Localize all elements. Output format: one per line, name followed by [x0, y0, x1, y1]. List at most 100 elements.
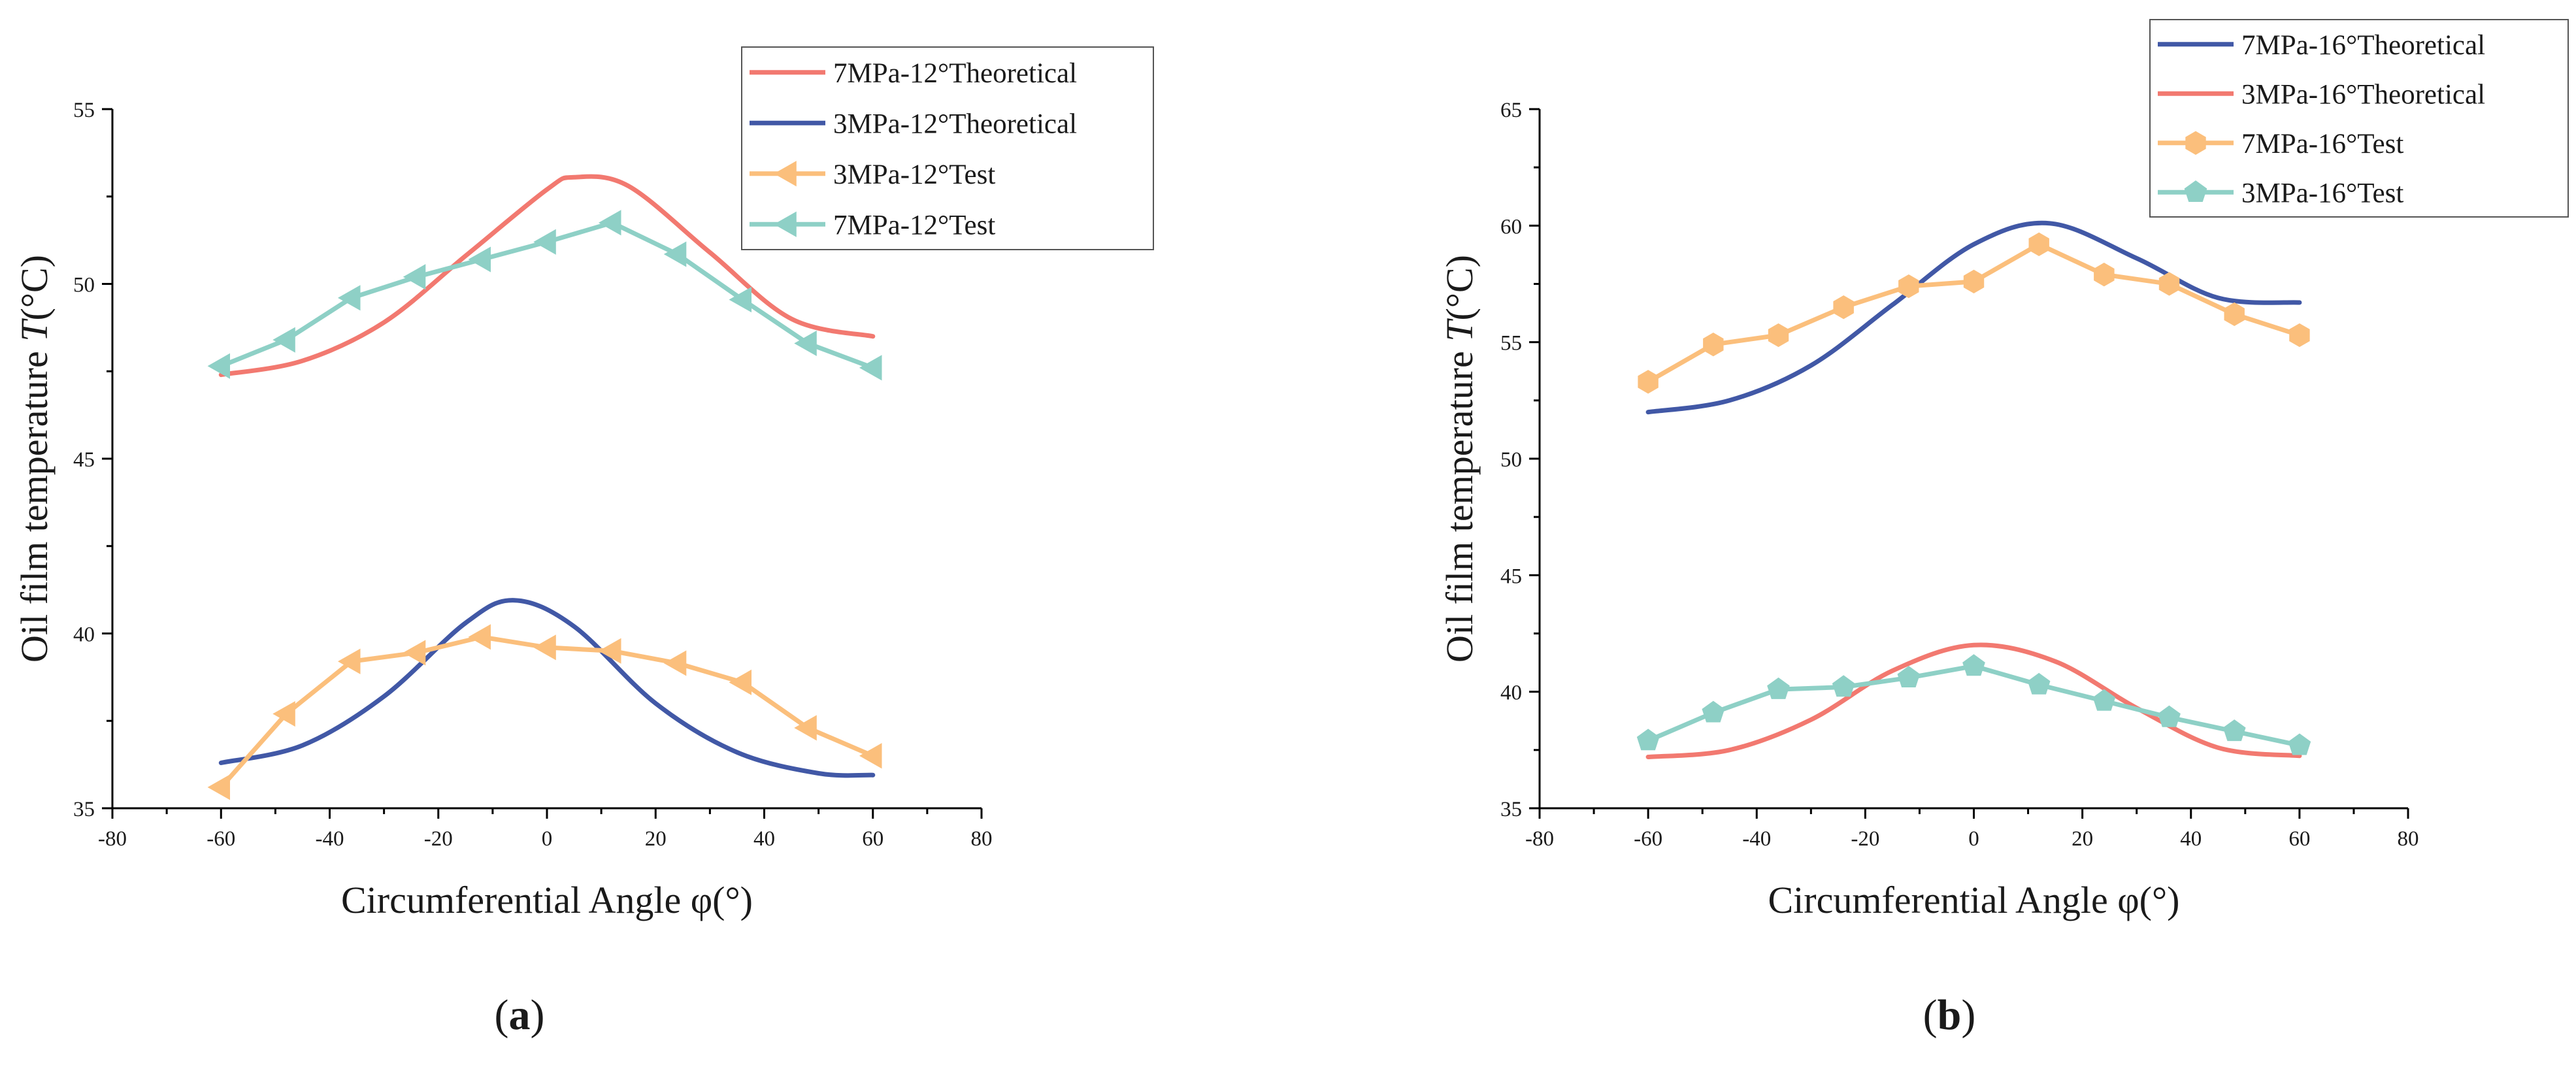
- y-tick-label: 35: [1500, 798, 1522, 821]
- data-point: [1897, 666, 1921, 687]
- data-point: [2288, 733, 2311, 755]
- data-point: [598, 210, 621, 236]
- legend-label: 3MPa-16°Theoretical: [2241, 79, 2485, 110]
- data-point: [1962, 654, 1985, 676]
- data-point: [533, 229, 556, 255]
- y-axis-title-symbol: T: [13, 318, 56, 342]
- data-point: [337, 285, 361, 311]
- panel-label-close: ): [531, 991, 545, 1039]
- series-7MPa-16°Test: [1638, 232, 2310, 394]
- panel-label-letter: b: [1938, 991, 1962, 1039]
- panel-label: (a): [495, 991, 545, 1039]
- data-point: [1636, 729, 1660, 751]
- y-axis-title-unit: (°C): [13, 255, 56, 321]
- chart-panel-a: -80 -60 -40 -20 0 20 40 60 80 35 40 45 50 55 Circumfer…: [13, 46, 1154, 1039]
- series-line: [218, 174, 876, 378]
- data-point: [468, 624, 491, 650]
- data-point: [403, 640, 426, 666]
- panel-label: (b): [1923, 991, 1976, 1039]
- y-axis-title: Oil film temperature T(°C): [1438, 255, 1481, 663]
- data-point: [1638, 370, 1659, 394]
- data-point: [272, 700, 295, 727]
- data-point: [468, 246, 491, 272]
- data-point: [1703, 333, 1724, 357]
- x-tick-label: 80: [971, 827, 993, 851]
- data-point: [1702, 700, 1725, 723]
- data-point: [794, 715, 817, 741]
- data-point: [2158, 272, 2180, 296]
- legend-swatch-marker: [2184, 180, 2207, 202]
- series-3MPa-16°Test: [1636, 654, 2311, 755]
- series-3MPa-16°Theoretical: [1645, 642, 2302, 759]
- x-axis-title: Circumferential Angle φ(°): [1768, 879, 2179, 921]
- legend-label: 7MPa-16°Theoretical: [2241, 30, 2485, 61]
- series-line: [1645, 220, 2302, 415]
- legend-swatch-marker: [774, 211, 797, 237]
- data-point: [1963, 269, 1985, 294]
- x-tick-label: 20: [645, 827, 667, 851]
- data-point: [859, 743, 882, 769]
- legend-swatch-marker: [2185, 131, 2206, 155]
- y-tick-label: 50: [1500, 448, 1522, 472]
- x-tick-label: -80: [1525, 827, 1554, 851]
- panel-label-close: ): [1961, 991, 1975, 1039]
- x-tick-label: -40: [316, 827, 344, 851]
- legend-box: [2149, 19, 2569, 218]
- data-point: [663, 241, 687, 267]
- data-point: [1768, 323, 1789, 348]
- x-tick-label: -60: [206, 827, 235, 851]
- data-point: [272, 327, 295, 353]
- y-axis-title-symbol: T: [1438, 318, 1481, 342]
- x-axis-title: Circumferential Angle φ(°): [341, 879, 753, 921]
- y-axis-title-unit: (°C): [1438, 255, 1481, 321]
- data-point: [2028, 232, 2049, 257]
- y-tick-label: 55: [1500, 332, 1522, 355]
- data-point: [2289, 323, 2310, 348]
- x-tick-label: 20: [2072, 827, 2093, 851]
- y-tick-label: 35: [73, 798, 95, 821]
- y-axis-title: Oil film temperature T(°C): [13, 255, 56, 663]
- data-point: [1898, 274, 1919, 299]
- series-line: [1647, 663, 2300, 748]
- chart-panel-b: -80 -60 -40 -20 0 20 40 60 80 35 40 45 50 55 60 65 Circu…: [1438, 19, 2569, 1039]
- legend: 7MPa-16°Theoretical 3MPa-16°Theoretical 7M…: [2149, 19, 2569, 218]
- y-tick-label: 55: [73, 99, 95, 122]
- data-point: [2158, 705, 2181, 727]
- data-point: [207, 353, 230, 379]
- data-point: [2027, 672, 2051, 695]
- data-point: [533, 634, 556, 661]
- x-tick-label: -60: [1634, 827, 1662, 851]
- data-point: [729, 286, 751, 313]
- data-point: [598, 638, 621, 664]
- x-tick-label: 0: [542, 827, 553, 851]
- legend-label: 7MPa-16°Test: [2241, 129, 2403, 159]
- x-tick-label: 60: [2288, 827, 2310, 851]
- y-tick-label: 65: [1500, 99, 1522, 122]
- legend-swatch-marker: [774, 161, 797, 187]
- data-point: [859, 355, 882, 381]
- data-point: [663, 650, 687, 676]
- legend: 7MPa-12°Theoretical 3MPa-12°Theoretical 3M…: [741, 46, 1154, 250]
- series-line: [1645, 642, 2302, 759]
- y-tick-label: 40: [1500, 681, 1522, 705]
- y-tick-label: 40: [73, 623, 95, 647]
- series-7MPa-16°Theoretical: [1645, 220, 2302, 415]
- legend-box: [741, 46, 1154, 250]
- data-point: [794, 330, 817, 357]
- x-tick-label: -20: [1851, 827, 1879, 851]
- series-3MPa-12°Theoretical: [218, 598, 876, 778]
- legend-label: 7MPa-12°Test: [833, 210, 995, 240]
- data-point: [337, 648, 361, 674]
- data-point: [1832, 675, 1855, 697]
- x-tick-label: -20: [424, 827, 453, 851]
- series-7MPa-12°Theoretical: [218, 174, 876, 378]
- x-tick-label: 80: [2398, 827, 2419, 851]
- legend-label: 7MPa-12°Theoretical: [833, 58, 1077, 89]
- y-tick-label: 60: [1500, 215, 1522, 238]
- y-tick-label: 50: [73, 274, 95, 297]
- y-tick-label: 45: [1500, 565, 1522, 588]
- y-axis-title-main: Oil film temperature: [13, 342, 56, 663]
- x-tick-label: -80: [98, 827, 127, 851]
- data-point: [2224, 302, 2245, 327]
